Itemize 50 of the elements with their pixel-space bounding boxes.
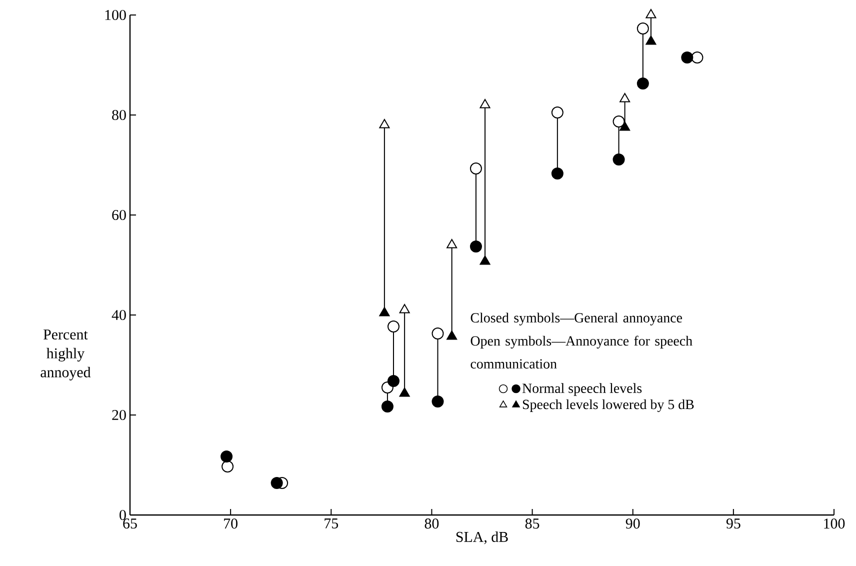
- point: [432, 327, 444, 340]
- point: [612, 153, 625, 166]
- x-tick-label: 65: [123, 518, 137, 529]
- y-tick-label: 0: [120, 510, 126, 520]
- point: [470, 162, 482, 174]
- legend-label: Speech levels lowered by 5 dB: [522, 399, 694, 412]
- point: [220, 450, 233, 462]
- point: [381, 400, 394, 412]
- y-tick-label: 60: [112, 210, 126, 220]
- point: [646, 8, 656, 18]
- point: [399, 304, 410, 314]
- y-axis-title: Percent highly annoyed: [40, 330, 91, 380]
- point: [551, 167, 564, 180]
- point: [551, 106, 564, 118]
- point: [636, 77, 649, 90]
- legend-label: Normal speech levels: [522, 383, 642, 396]
- point: [222, 460, 234, 472]
- x-tick-label: 95: [726, 518, 740, 529]
- point: [388, 320, 400, 332]
- point: [270, 477, 283, 489]
- x-tick-label: 85: [525, 518, 540, 529]
- x-tick-label: 75: [324, 518, 338, 528]
- y-tick-label: 40: [112, 310, 126, 320]
- point: [399, 388, 410, 397]
- point: [470, 240, 482, 252]
- point: [432, 396, 444, 408]
- x-tick-label: 80: [424, 518, 439, 529]
- x-tick-label: 100: [824, 518, 845, 529]
- y-tick-label: 100: [105, 10, 126, 20]
- point: [620, 121, 630, 131]
- y-tick-label: 80: [112, 110, 126, 120]
- point: [681, 51, 694, 64]
- x-axis-title: SLA, dB: [456, 531, 508, 544]
- x-tick-label: 90: [626, 518, 640, 529]
- y-tick-label: 20: [112, 410, 126, 420]
- x-tick-label: 70: [224, 518, 238, 529]
- annotation: Closed symbols—General annoyance: [470, 312, 682, 326]
- point: [446, 238, 458, 248]
- point: [379, 118, 390, 128]
- point: [379, 306, 390, 316]
- point: [612, 115, 625, 128]
- point: [620, 92, 630, 102]
- point: [691, 51, 704, 64]
- point: [446, 330, 458, 340]
- point: [636, 22, 649, 34]
- point: [388, 375, 400, 387]
- annotation: Open symbols—Annoyance for speech communication: [470, 336, 692, 369]
- point: [480, 98, 490, 108]
- point: [646, 35, 656, 45]
- point: [480, 255, 490, 265]
